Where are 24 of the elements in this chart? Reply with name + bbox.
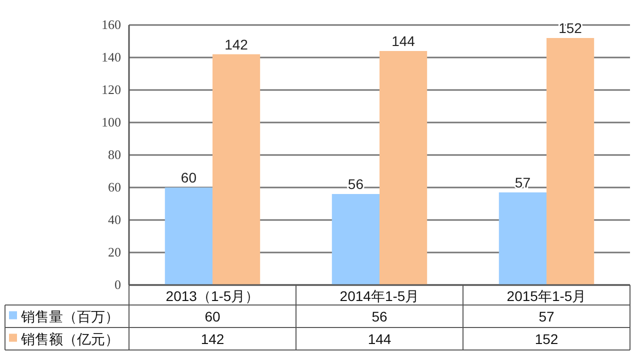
x-tick-label: 2013（1-5月） (166, 288, 260, 304)
text: 57 (538, 308, 554, 324)
data-label: 60 (180, 170, 197, 186)
text: 152 (534, 330, 558, 347)
text: 56 (372, 308, 388, 324)
y-tick-label: 20 (108, 244, 121, 260)
y-tick-label: 0 (114, 277, 121, 292)
y-tick-label: 40 (108, 212, 121, 228)
y-tick-label: 80 (108, 147, 121, 162)
x-tick-label: 2014年1-5月 (340, 288, 420, 304)
text: 142 (200, 330, 224, 347)
text: 144 (368, 330, 392, 347)
y-tick-label: 160 (102, 17, 121, 32)
text: 60 (204, 308, 220, 324)
legend-label: 销售量（百万） (20, 308, 119, 324)
data-label: 144 (392, 33, 416, 49)
data-label: 57 (514, 174, 531, 190)
y-tick-label: 100 (102, 114, 121, 130)
x-tick-label: 2015年1-5月 (506, 288, 586, 304)
legend-label: 销售额（亿元） (20, 330, 119, 347)
y-tick-label: 60 (108, 180, 121, 195)
y-tick-label: 140 (102, 50, 121, 65)
data-label: 142 (224, 36, 248, 52)
y-tick-label: 120 (102, 82, 121, 98)
